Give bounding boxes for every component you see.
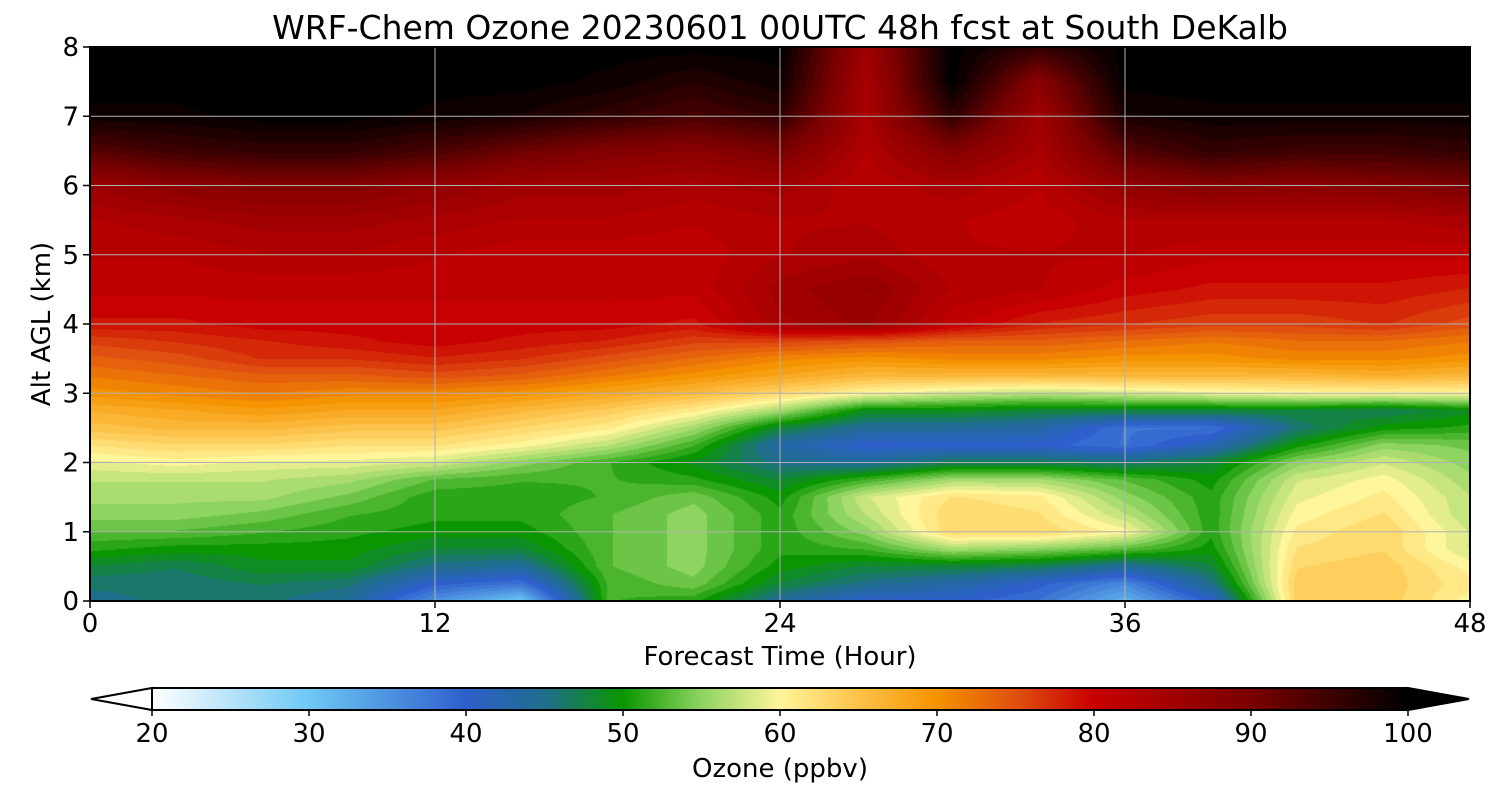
colorbar-tick-label: 70 <box>920 719 953 749</box>
y-tick-label: 8 <box>62 33 79 63</box>
colorbar-ticks: 20 30 40 50 60 70 80 90 100 <box>135 710 1433 749</box>
colorbar-extend-high <box>1407 686 1470 712</box>
x-tick-label: 48 <box>1453 609 1486 639</box>
colorbar-tick-label: 30 <box>292 719 325 749</box>
colorbar-tick-label: 90 <box>1234 719 1267 749</box>
y-axis-label: Alt AGL (km) <box>27 242 57 406</box>
colorbar-label: Ozone (ppbv) <box>692 754 868 784</box>
y-tick-label: 1 <box>62 518 79 548</box>
x-tick-label: 24 <box>763 609 796 639</box>
y-tick-label: 7 <box>62 102 79 132</box>
colorbar-tick-label: 50 <box>606 719 639 749</box>
colorbar-extend-low <box>90 686 153 712</box>
colorbar-tick-label: 60 <box>763 719 796 749</box>
colorbar-tick-label: 80 <box>1077 719 1110 749</box>
x-tick-label: 12 <box>418 609 451 639</box>
y-tick-label: 0 <box>62 587 79 617</box>
x-axis-ticks: 0 12 24 36 48 <box>82 601 1487 639</box>
chart-title: WRF-Chem Ozone 20230601 00UTC 48h fcst a… <box>272 8 1288 47</box>
colorbar: 20 30 40 50 60 70 80 90 100 Ozone (ppbv) <box>90 686 1470 784</box>
colorbar-tick-label: 100 <box>1383 719 1433 749</box>
plot-area <box>89 46 1471 602</box>
y-tick-label: 2 <box>62 449 79 479</box>
y-tick-label: 6 <box>62 172 79 202</box>
x-axis-label: Forecast Time (Hour) <box>643 642 916 672</box>
colorbar-tick-label: 20 <box>135 719 168 749</box>
colorbar-tick-label: 40 <box>449 719 482 749</box>
y-tick-label: 5 <box>62 241 79 271</box>
grid-lines <box>90 47 1470 601</box>
x-tick-label: 0 <box>82 609 99 639</box>
colorbar-gradient <box>152 688 1408 710</box>
y-tick-label: 4 <box>62 310 79 340</box>
y-axis-ticks: 0 1 2 3 4 5 6 7 8 <box>62 33 90 617</box>
x-tick-label: 36 <box>1108 609 1141 639</box>
y-tick-label: 3 <box>62 379 79 409</box>
